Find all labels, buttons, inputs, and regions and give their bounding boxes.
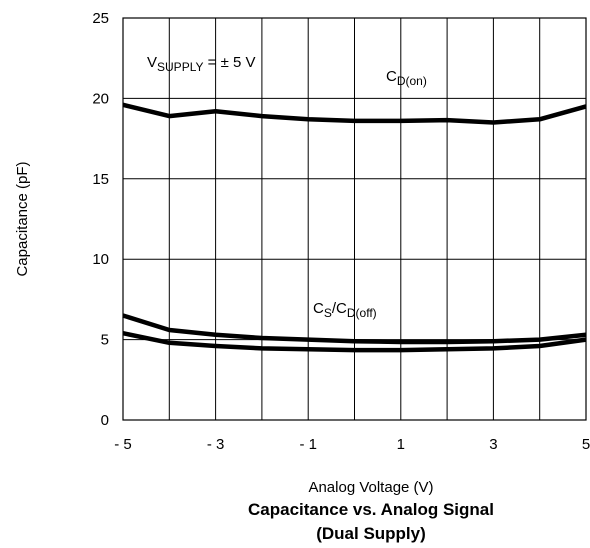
plot-frame bbox=[122, 17, 587, 421]
series-line-3 bbox=[122, 330, 587, 353]
x-tick-label: - 3 bbox=[207, 436, 225, 453]
x-axis-label: Analog Voltage (V) bbox=[308, 479, 433, 496]
x-tick-label: - 5 bbox=[114, 436, 132, 453]
y-tick-label: 20 bbox=[92, 90, 109, 107]
tick-labels: - 5 - 3 - 1 1 3 5 0 5 10 15 20 25 bbox=[92, 10, 590, 453]
annotation-supply: VSUPPLY = ± 5 V bbox=[147, 54, 256, 74]
y-tick-label: 0 bbox=[101, 412, 109, 429]
y-axis-label: Capacitance (pF) bbox=[14, 161, 31, 276]
annotation-cscdoff-mid: /C bbox=[332, 300, 347, 317]
annotation-cscdoff-sub1: S bbox=[324, 306, 332, 320]
annotation-supply-main: V bbox=[147, 54, 157, 71]
series-line-2 bbox=[122, 313, 587, 345]
y-tick-label: 15 bbox=[92, 171, 109, 188]
x-tick-label: 3 bbox=[489, 436, 497, 453]
annotation-supply-tail: = ± 5 V bbox=[203, 54, 255, 71]
x-tick-label: 5 bbox=[582, 436, 590, 453]
y-tick-label: 25 bbox=[92, 10, 109, 27]
chart-subtitle: (Dual Supply) bbox=[316, 524, 426, 543]
annotation-cdon-sub: D(on) bbox=[397, 74, 427, 88]
annotation-cdon-main: C bbox=[386, 68, 397, 85]
x-tick-label: - 1 bbox=[299, 436, 317, 453]
annotation-cdon: CD(on) bbox=[386, 68, 427, 88]
annotation-cscdoff-main1: C bbox=[313, 300, 324, 317]
annotation-cscdoff: CS/CD(off) bbox=[313, 300, 377, 320]
series-lines bbox=[122, 102, 587, 353]
annotation-cscdoff-sub2: D(off) bbox=[347, 306, 377, 320]
annotation-supply-sub: SUPPLY bbox=[157, 60, 203, 74]
chart-title: Capacitance vs. Analog Signal bbox=[248, 500, 494, 519]
y-tick-label: 10 bbox=[92, 251, 109, 268]
series-line-1 bbox=[122, 102, 587, 125]
x-tick-label: 1 bbox=[397, 436, 405, 453]
y-tick-label: 5 bbox=[101, 332, 109, 349]
